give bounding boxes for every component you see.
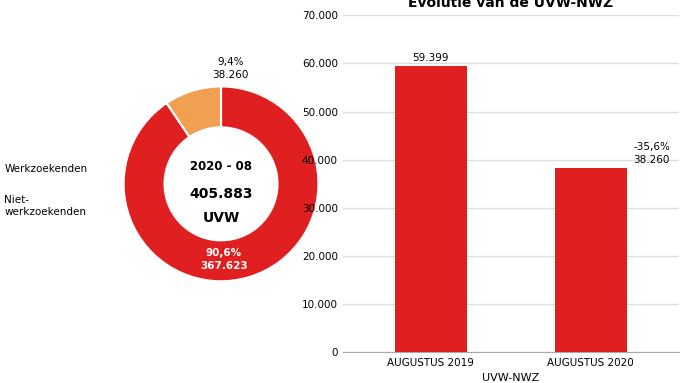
- Bar: [395, 66, 466, 352]
- Text: 2020 - 08: 2020 - 08: [190, 160, 252, 173]
- Text: 405.883: 405.883: [189, 187, 253, 201]
- Legend: Werkzoekenden, Niet-
werkzoekenden: Werkzoekenden, Niet- werkzoekenden: [0, 164, 88, 217]
- Title: Evolutie van de UVW-NWZ: Evolutie van de UVW-NWZ: [408, 0, 613, 10]
- Text: UVW: UVW: [203, 211, 240, 225]
- Wedge shape: [167, 87, 221, 137]
- Bar: [555, 168, 627, 352]
- Text: -35,6%
38.260: -35,6% 38.260: [633, 142, 670, 165]
- X-axis label: UVW-NWZ: UVW-NWZ: [482, 373, 539, 383]
- Text: 9,4%
38.260: 9,4% 38.260: [213, 57, 249, 80]
- Wedge shape: [123, 87, 318, 281]
- Text: 59.399: 59.399: [413, 53, 449, 63]
- Text: 90,6%
367.623: 90,6% 367.623: [200, 248, 248, 272]
